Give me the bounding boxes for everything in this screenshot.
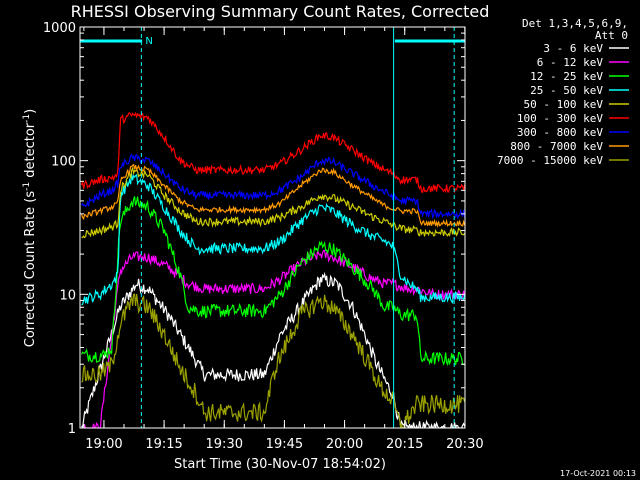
y-axis-label: Corrected Count Rate (s-1 detector-1) [22,109,38,347]
series-line-3 [81,173,465,306]
legend-label-4: 50 - 100 keV [524,98,604,111]
timestamp: 17-Oct-2021 00:13 [560,469,636,478]
x-tick-label: 19:45 [266,437,303,452]
legend-label-2: 12 - 25 keV [530,70,603,83]
x-axis-label: Start Time (30-Nov-07 18:54:02) [174,457,386,472]
series-line-8 [81,293,465,428]
x-tick-label: 19:15 [145,437,182,452]
y-tick-label: 10 [59,288,76,303]
y-tick-label: 1 [68,422,76,437]
y-tick-label: 100 [51,155,76,170]
legend-label-0: 3 - 6 keV [543,42,603,55]
series-line-6 [81,153,465,220]
series-line-2 [81,196,465,367]
y-axis-label-main: Corrected Count Rate (s [23,191,38,348]
y-axis-label-sup2: -1 [22,114,32,123]
series-line-1 [81,249,465,428]
night-marker-label: N [145,36,152,47]
plot-area: N 1 10 100 1000 19:00 19:15 19:30 19:45 20:00 20:1… [43,21,484,452]
x-tick-label: 19:00 [85,437,122,452]
y-axis-label-sup1: -1 [22,182,32,191]
x-tick-label: 20:00 [326,437,363,452]
chart-title: RHESSI Observing Summary Count Rates, Co… [71,2,490,21]
legend-header-line1: Det 1,3,4,5,6,9, [522,17,628,30]
series-line-0 [81,271,465,428]
legend-label-7: 800 - 7000 keV [510,140,603,153]
legend-label-5: 100 - 300 keV [517,112,603,125]
x-tick-label: 20:30 [446,437,483,452]
legend-label-6: 300 - 800 keV [517,126,603,139]
legend-label-8: 7000 - 15000 keV [497,154,603,167]
series-line-5 [81,111,465,194]
legend-label-3: 25 - 50 keV [530,84,603,97]
y-axis-label-end: ) [23,109,38,114]
series-group [81,111,465,428]
legend-header-line2: Att 0 [595,29,628,42]
series-line-7 [81,163,465,229]
x-tick-label: 19:30 [206,437,243,452]
legend-label-1: 6 - 12 keV [537,56,604,69]
y-tick-label: 1000 [43,21,76,36]
series-line-4 [81,166,465,239]
plot-frame [79,26,466,429]
x-tick-label: 20:15 [386,437,423,452]
y-axis-label-mid: detector [23,122,38,182]
